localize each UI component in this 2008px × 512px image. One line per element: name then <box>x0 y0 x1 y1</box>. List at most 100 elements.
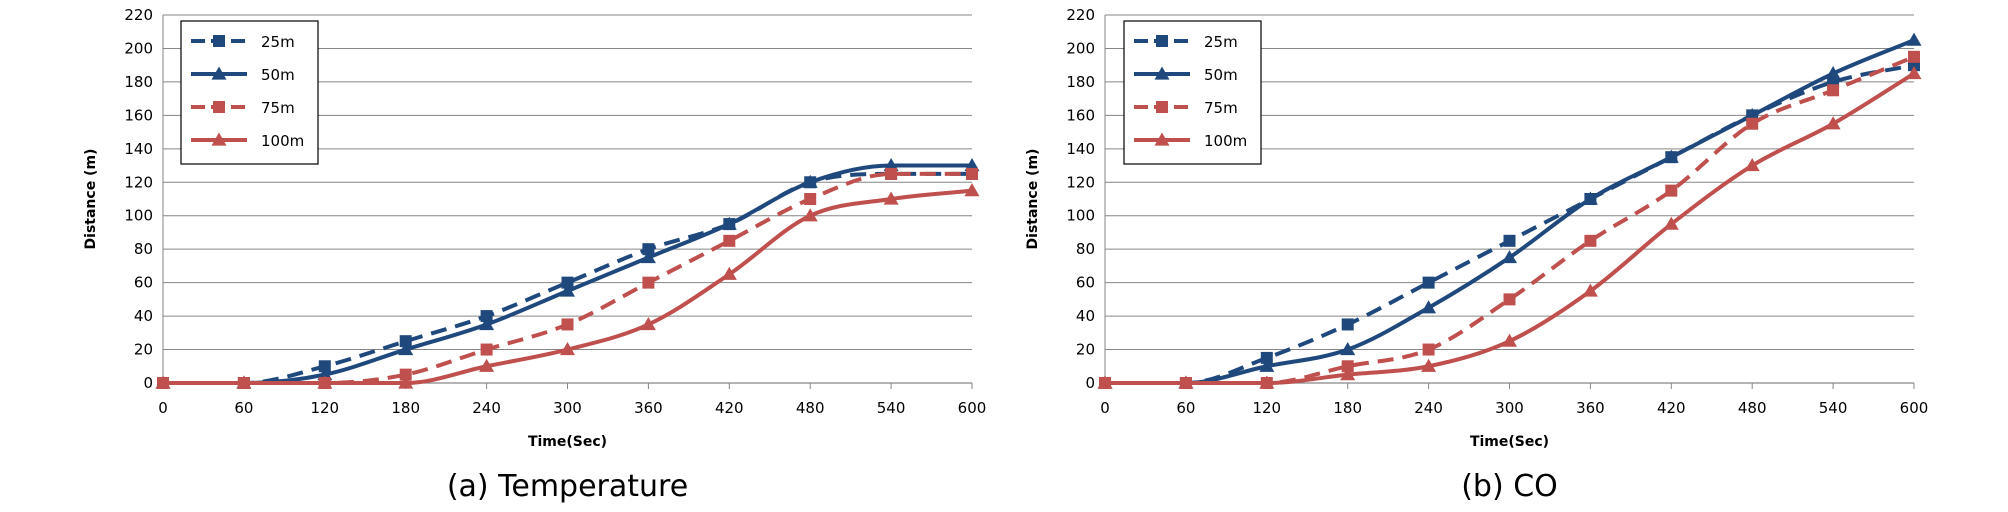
x-tick-label: 60 <box>234 399 253 417</box>
data-point <box>1665 184 1678 197</box>
data-point <box>1663 216 1679 230</box>
data-point <box>1582 283 1598 297</box>
legend-label: 75m <box>261 99 295 117</box>
data-point <box>640 250 656 264</box>
data-point <box>1663 149 1679 163</box>
series-100m <box>155 183 980 389</box>
x-tick-label: 120 <box>310 399 339 417</box>
data-point <box>1178 375 1194 389</box>
data-point <box>1746 117 1759 130</box>
data-point <box>398 342 414 356</box>
legend-label: 25m <box>1204 33 1238 51</box>
data-point <box>561 276 574 289</box>
data-point <box>964 183 980 197</box>
x-tick-label: 480 <box>1738 399 1767 417</box>
y-tick-label: 0 <box>1085 374 1095 392</box>
data-point <box>398 375 414 389</box>
x-tick-label: 540 <box>877 399 906 417</box>
data-point <box>1421 358 1437 372</box>
data-point <box>1584 234 1597 247</box>
data-point <box>479 358 495 372</box>
chart-caption: (a) Temperature <box>447 469 688 504</box>
data-point <box>1340 367 1356 381</box>
data-point <box>640 316 656 331</box>
data-point <box>1341 318 1354 331</box>
legend-swatch-marker <box>213 101 225 113</box>
chart-caption: (b) CO <box>1461 469 1558 504</box>
data-point <box>1502 333 1517 347</box>
x-axis-title: Time(Sec) <box>528 434 607 450</box>
data-point <box>1908 50 1920 63</box>
x-tick-label: 360 <box>1576 399 1605 417</box>
data-point <box>883 158 899 172</box>
x-tick-label: 180 <box>391 399 420 417</box>
data-point <box>1503 234 1516 247</box>
x-tick-label: 60 <box>1176 399 1195 417</box>
x-tick-label: 120 <box>1252 399 1281 417</box>
data-point <box>1341 360 1354 373</box>
y-axis-title: Distance (m) <box>1025 149 1041 250</box>
x-tick-label: 540 <box>1819 399 1848 417</box>
data-point <box>642 243 655 256</box>
legend-swatch-marker <box>211 132 227 146</box>
data-point <box>642 276 655 289</box>
data-point <box>1502 250 1517 264</box>
data-point <box>399 368 412 381</box>
y-tick-label: 100 <box>1066 207 1095 225</box>
data-point <box>318 360 331 373</box>
legend-label: 100m <box>1204 132 1247 150</box>
x-tick-label: 420 <box>1657 399 1686 417</box>
data-point <box>1582 191 1598 205</box>
data-point <box>1906 32 1922 46</box>
data-point <box>317 367 333 381</box>
x-tick-label: 180 <box>1333 399 1362 417</box>
data-point <box>1421 300 1437 314</box>
data-point <box>885 167 898 180</box>
y-tick-label: 200 <box>1066 39 1095 57</box>
legend-swatch-marker <box>213 35 225 47</box>
data-point <box>804 193 817 205</box>
legend-label: 50m <box>1204 66 1238 84</box>
x-tick-label: 0 <box>1100 399 1110 417</box>
x-tick-label: 0 <box>158 399 168 417</box>
series-25m <box>157 167 978 389</box>
legend: 25m 50m 75m 100m <box>1123 20 1262 165</box>
y-tick-label: 180 <box>124 73 153 91</box>
data-point <box>1259 358 1275 372</box>
data-point <box>1744 158 1760 172</box>
legend-swatch-marker <box>1154 66 1170 80</box>
chart-co: 0 20 40 60 80 100 120 140 160 180 200 220 0 60 120 180 2… <box>1025 6 1928 504</box>
data-point <box>1825 116 1841 130</box>
legend-swatch-marker <box>1156 35 1168 47</box>
legend-label: 75m <box>1204 99 1238 117</box>
data-point <box>480 310 493 323</box>
data-point <box>1422 343 1435 356</box>
series-line <box>163 188 973 386</box>
x-tick-label: 420 <box>715 399 744 417</box>
data-point <box>883 191 899 205</box>
y-tick-label: 120 <box>1066 173 1095 191</box>
data-point <box>802 174 818 188</box>
x-tick-label: 300 <box>553 399 582 417</box>
data-point <box>721 266 737 280</box>
series-100m <box>1097 66 1922 389</box>
x-tick-label: 300 <box>1495 399 1524 417</box>
data-point <box>236 375 252 389</box>
legend-swatch-marker <box>1156 101 1168 113</box>
x-tick-label: 480 <box>796 399 825 417</box>
y-tick-label: 20 <box>134 341 153 359</box>
data-point <box>1097 375 1113 389</box>
legend-label: 50m <box>261 66 295 84</box>
data-point <box>1827 84 1840 97</box>
y-tick-label: 80 <box>1076 240 1095 258</box>
data-point <box>479 316 495 331</box>
data-point <box>1825 66 1841 80</box>
data-point <box>1906 66 1922 80</box>
y-axis-title: Distance (m) <box>83 149 99 250</box>
data-point <box>560 283 575 297</box>
y-tick-label: 60 <box>134 274 153 292</box>
x-tick-label: 600 <box>1900 399 1929 417</box>
y-tick-label: 220 <box>1066 6 1095 24</box>
data-point <box>561 318 574 331</box>
